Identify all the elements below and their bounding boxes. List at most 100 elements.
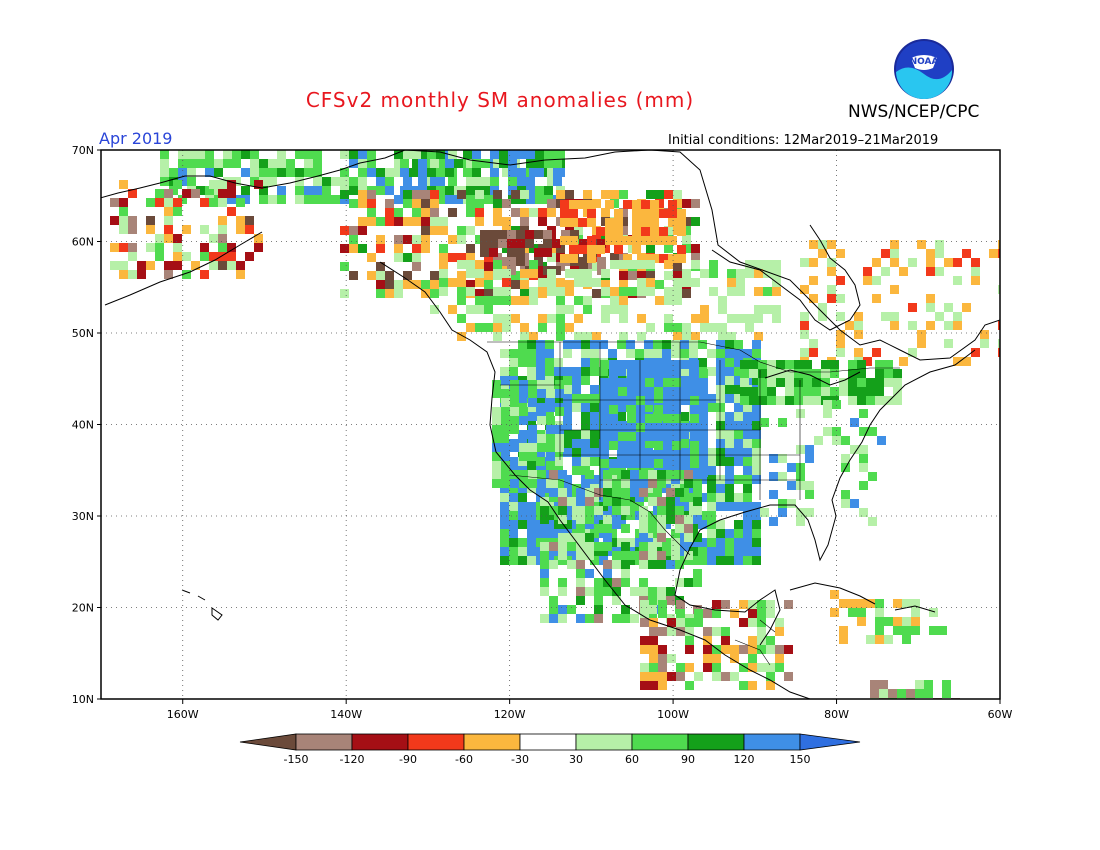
anomaly-cell — [725, 376, 734, 385]
anomaly-cell — [376, 177, 385, 186]
anomaly-cell — [376, 262, 385, 271]
anomaly-cell — [191, 189, 200, 198]
anomaly-cell — [673, 287, 682, 296]
anomaly-cell — [558, 506, 567, 515]
anomaly-cell — [540, 587, 549, 596]
anomaly-cell — [540, 578, 549, 587]
anomaly-cell — [484, 280, 493, 289]
anomaly-cell — [520, 208, 529, 217]
anomaly-cell — [457, 226, 466, 235]
anomaly-cell — [466, 177, 475, 186]
anomaly-cell — [619, 305, 628, 314]
anomaly-cell — [594, 542, 603, 551]
anomaly-cell — [547, 314, 556, 323]
anomaly-cell — [739, 618, 748, 627]
anomaly-cell — [536, 457, 545, 466]
anomaly-cell — [572, 457, 581, 466]
anomaly-cell — [527, 556, 536, 565]
anomaly-cell — [412, 244, 421, 253]
anomaly-cell — [698, 358, 707, 367]
anomaly-cell — [558, 614, 567, 623]
anomaly-cell — [875, 617, 884, 626]
anomaly-cell — [772, 287, 781, 296]
anomaly-cell — [322, 177, 331, 186]
anomaly-cell — [612, 515, 621, 524]
anomaly-cell — [752, 340, 761, 349]
anomaly-cell — [304, 159, 313, 168]
anomaly-cell — [648, 596, 657, 605]
anomaly-cell — [605, 227, 614, 236]
anomaly-cell — [581, 340, 590, 349]
anomaly-cell — [640, 600, 649, 609]
anomaly-cell — [682, 323, 691, 332]
anomaly-cell — [848, 599, 857, 608]
anomaly-cell — [619, 314, 628, 323]
anomaly-cell — [716, 340, 725, 349]
anomaly-cell — [685, 618, 694, 627]
anomaly-cell — [929, 626, 938, 635]
anomaly-cell — [538, 314, 547, 323]
anomaly-cell — [893, 387, 902, 396]
anomaly-cell — [403, 271, 412, 280]
anomaly-cell — [890, 258, 899, 267]
anomaly-cell — [668, 218, 677, 227]
anomaly-cell — [173, 180, 182, 189]
anomaly-cell — [608, 529, 617, 538]
anomaly-cell — [490, 168, 499, 177]
anomaly-cell — [218, 243, 227, 252]
anomaly-cell — [585, 587, 594, 596]
anomaly-cell — [725, 349, 734, 358]
anomaly-cell — [547, 278, 556, 287]
anomaly-cell — [376, 217, 385, 226]
anomaly-cell — [585, 542, 594, 551]
anomaly-cell — [527, 412, 536, 421]
anomaly-cell — [658, 645, 667, 654]
anomaly-cell — [800, 348, 809, 357]
anomaly-cell — [748, 663, 757, 672]
anomaly-cell — [657, 587, 666, 596]
anomaly-cell — [394, 253, 403, 262]
anomaly-cell — [859, 481, 868, 490]
anomaly-cell — [520, 289, 529, 298]
anomaly-cell — [962, 357, 971, 366]
anomaly-cell — [775, 618, 784, 627]
anomaly-cell — [639, 587, 648, 596]
anomaly-cell — [430, 271, 439, 280]
anomaly-cell — [734, 340, 743, 349]
anomaly-cell — [657, 533, 666, 542]
anomaly-cell — [671, 529, 680, 538]
anomaly-cell — [734, 358, 743, 367]
anomaly-cell — [340, 195, 349, 204]
anomaly-cell — [227, 243, 236, 252]
anomaly-cell — [857, 360, 866, 369]
anomaly-cell — [546, 389, 555, 398]
anomaly-cell — [534, 266, 543, 275]
anomaly-cell — [241, 168, 250, 177]
anomaly-cell — [734, 394, 743, 403]
anomaly-cell — [745, 260, 754, 269]
anomaly-cell — [223, 159, 232, 168]
anomaly-cell — [857, 608, 866, 617]
anomaly-cell — [510, 443, 519, 452]
anomaly-cell — [466, 323, 475, 332]
anomaly-cell — [823, 400, 832, 409]
anomaly-cell — [590, 448, 599, 457]
anomaly-cell — [535, 159, 544, 168]
anomaly-cell — [654, 387, 663, 396]
anomaly-cell — [520, 262, 529, 271]
anomaly-cell — [600, 378, 609, 387]
anomaly-cell — [757, 645, 766, 654]
anomaly-cell — [752, 421, 761, 430]
anomaly-cell — [672, 387, 681, 396]
colorbar-segment — [575, 733, 633, 751]
anomaly-cell — [677, 209, 686, 218]
anomaly-cell — [472, 159, 481, 168]
anomaly-cell — [690, 441, 699, 450]
anomaly-cell — [603, 533, 612, 542]
anomaly-cell — [800, 312, 809, 321]
anomaly-cell — [648, 605, 657, 614]
anomaly-cell — [466, 260, 475, 269]
anomaly-cell — [146, 216, 155, 225]
anomaly-cell — [376, 235, 385, 244]
anomaly-cell — [619, 208, 628, 217]
